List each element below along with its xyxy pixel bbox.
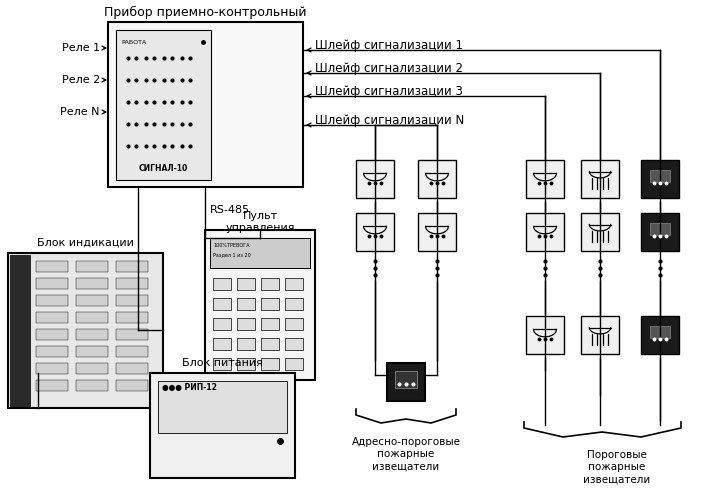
Bar <box>237 318 255 330</box>
Bar <box>116 30 211 180</box>
Bar <box>641 213 679 251</box>
Bar <box>116 278 148 289</box>
Bar <box>418 160 456 198</box>
Bar <box>650 326 671 338</box>
Text: Шлейф сигнализации N: Шлейф сигнализации N <box>315 114 464 126</box>
Text: Блок питания: Блок питания <box>181 358 262 368</box>
Bar <box>261 298 279 310</box>
Bar <box>76 295 108 306</box>
Bar <box>36 363 68 374</box>
Text: СИГНАЛ-10: СИГНАЛ-10 <box>138 163 188 172</box>
Text: RS-485: RS-485 <box>210 205 250 215</box>
Bar <box>205 230 315 380</box>
Bar <box>237 358 255 370</box>
Bar <box>285 278 303 290</box>
Bar <box>526 213 564 251</box>
Bar <box>641 316 679 354</box>
Bar <box>641 160 679 198</box>
Bar <box>76 346 108 357</box>
Bar <box>36 278 68 289</box>
Bar <box>76 329 108 340</box>
Text: Пульт
управления: Пульт управления <box>225 211 295 233</box>
Bar <box>261 318 279 330</box>
Bar <box>650 170 671 182</box>
Bar <box>76 380 108 391</box>
Text: Реле 2: Реле 2 <box>62 75 100 85</box>
Bar <box>76 278 108 289</box>
Bar <box>285 338 303 350</box>
Bar <box>237 338 255 350</box>
Text: Прибор приемно-контрольный: Прибор приемно-контрольный <box>104 5 306 18</box>
Bar <box>237 278 255 290</box>
Text: Шлейф сигнализации 3: Шлейф сигнализации 3 <box>315 85 463 98</box>
Bar <box>261 278 279 290</box>
Bar <box>394 371 418 388</box>
Bar <box>213 278 231 290</box>
Bar <box>36 312 68 323</box>
Bar <box>36 329 68 340</box>
Bar <box>285 318 303 330</box>
Bar <box>210 238 310 268</box>
Bar <box>261 338 279 350</box>
Bar <box>76 363 108 374</box>
Bar <box>650 224 671 235</box>
Bar <box>581 160 619 198</box>
Text: РАБОТА: РАБОТА <box>121 39 146 44</box>
Bar <box>116 380 148 391</box>
Bar <box>387 363 425 401</box>
Bar <box>261 358 279 370</box>
Text: 100%ТРЕВОГА: 100%ТРЕВОГА <box>213 243 249 248</box>
Text: Пороговые
пожарные
извещатели: Пороговые пожарные извещатели <box>584 450 650 485</box>
Bar <box>581 316 619 354</box>
Bar <box>76 312 108 323</box>
Text: Реле 1: Реле 1 <box>62 43 100 53</box>
Bar <box>116 363 148 374</box>
Bar <box>526 160 564 198</box>
Bar <box>213 298 231 310</box>
Bar <box>76 261 108 272</box>
Bar <box>108 22 303 187</box>
Bar <box>356 213 394 251</box>
Bar <box>213 358 231 370</box>
Bar <box>36 380 68 391</box>
Bar <box>8 253 163 408</box>
Text: Шлейф сигнализации 1: Шлейф сигнализации 1 <box>315 38 463 51</box>
Bar <box>116 329 148 340</box>
Bar <box>10 255 30 406</box>
Bar <box>36 261 68 272</box>
Text: Реле N: Реле N <box>60 107 100 117</box>
Bar <box>36 295 68 306</box>
Bar <box>36 346 68 357</box>
Bar <box>213 338 231 350</box>
Bar <box>356 160 394 198</box>
Text: ●●● РИП-12: ●●● РИП-12 <box>162 382 217 391</box>
Text: Раздел 1 из 20: Раздел 1 из 20 <box>213 252 251 257</box>
Bar <box>581 213 619 251</box>
Bar <box>158 381 287 433</box>
Bar <box>526 316 564 354</box>
Bar <box>285 298 303 310</box>
Text: Адресно-пороговые
пожарные
извещатели: Адресно-пороговые пожарные извещатели <box>352 437 460 472</box>
Bar <box>116 261 148 272</box>
Text: Блок индикации: Блок индикации <box>36 238 133 248</box>
Bar <box>116 346 148 357</box>
Bar <box>116 312 148 323</box>
Bar <box>418 213 456 251</box>
Bar <box>150 373 295 478</box>
Text: Шлейф сигнализации 2: Шлейф сигнализации 2 <box>315 61 463 75</box>
Bar <box>237 298 255 310</box>
Bar <box>116 295 148 306</box>
Bar <box>285 358 303 370</box>
Bar <box>213 318 231 330</box>
